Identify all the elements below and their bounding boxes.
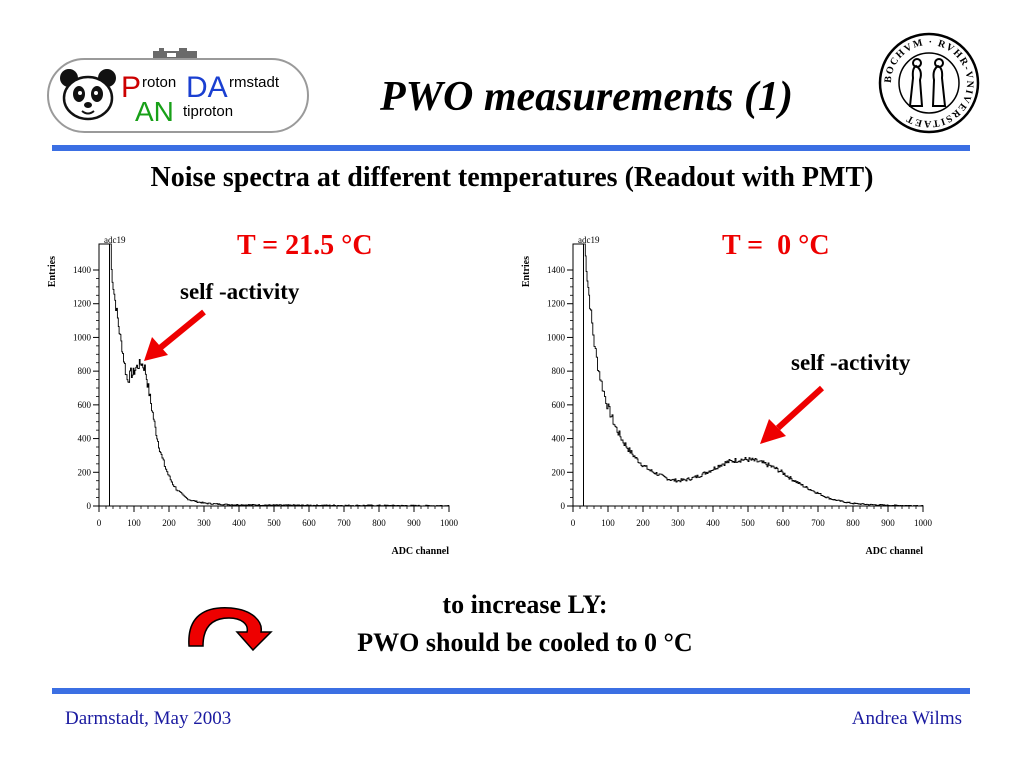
x-tick-label: 900: [407, 518, 421, 528]
x-tick-label: 600: [302, 518, 316, 528]
y-tick-label: 1400: [73, 265, 92, 275]
pedestal-peak: [98, 243, 110, 507]
x-tick-label: 0: [97, 518, 102, 528]
x-tick-label: 500: [267, 518, 281, 528]
chart-left: 0 200 400 600 800 1000 1200 1400 0 100 200 300 400 50…: [46, 230, 516, 565]
footer-divider: [52, 688, 970, 694]
y-tick-label: 200: [78, 467, 92, 477]
x-tick-label: 300: [671, 518, 685, 528]
x-tick-label: 500: [741, 518, 755, 528]
conclusion-line-2: PWO should be cooled to 0 °C: [357, 628, 693, 657]
x-tick-label: 600: [776, 518, 790, 528]
logo-tag-icon: [153, 48, 197, 62]
x-tick-label: 400: [706, 518, 720, 528]
x-tick-label: 300: [197, 518, 211, 528]
y-tick-label: 400: [78, 434, 92, 444]
x-tick-label: 200: [162, 518, 176, 528]
x-tick-label: 0: [571, 518, 576, 528]
temperature-label-right: T = 0 °C: [722, 230, 830, 261]
y-tick-label: 600: [78, 400, 92, 410]
y-axis-label: Entries: [47, 256, 58, 287]
y-tick-label: 1200: [73, 299, 92, 309]
logo-rmstadt: rmstadt: [229, 74, 280, 91]
callout-arrow-right-icon: [760, 385, 825, 444]
logo-roton: roton: [142, 74, 177, 91]
x-tick-label: 100: [601, 518, 615, 528]
y-tick-label: 1000: [73, 332, 92, 342]
x-tick-label: 200: [636, 518, 650, 528]
x-tick-label: 100: [127, 518, 141, 528]
y-tick-label: 0: [561, 501, 566, 511]
x-axis-label: ADC channel: [865, 546, 923, 557]
histogram-name: adc19: [104, 235, 126, 245]
y-tick-label: 1200: [547, 299, 566, 309]
y-tick-label: 800: [78, 366, 92, 376]
slide-subtitle: Noise spectra at different temperatures …: [150, 162, 874, 193]
x-tick-label: 800: [846, 518, 860, 528]
y-tick-label: 800: [552, 366, 566, 376]
x-tick-label: 700: [811, 518, 825, 528]
x-tick-label: 400: [232, 518, 246, 528]
y-tick-label: 1400: [547, 265, 566, 275]
logo-letter-p: P: [121, 71, 142, 104]
logo-letters-an: AN: [135, 96, 174, 127]
pedestal-peak: [572, 243, 584, 507]
y-tick-label: 0: [87, 501, 92, 511]
panda-logo: P roton DA rmstadt AN tiproton: [47, 58, 309, 133]
histogram-name: adc19: [578, 235, 600, 245]
callout-arrow-left-icon: [144, 309, 206, 361]
adc-histogram-right: 0 200 400 600 800 1000 1200 1400 0 100 200 300 400 50…: [521, 235, 933, 557]
header-divider: [52, 145, 970, 151]
x-tick-label: 1000: [440, 518, 459, 528]
conclusion-text: to increase LY: PWO should be cooled to …: [250, 586, 800, 662]
panda-icon: [57, 64, 119, 126]
x-tick-label: 700: [337, 518, 351, 528]
conclusion-line-1: to increase LY:: [442, 590, 608, 619]
curved-arrow-icon: [188, 607, 273, 652]
callout-label-right: self -activity: [791, 350, 911, 375]
y-tick-label: 600: [552, 400, 566, 410]
logo-tiproton: tiproton: [183, 103, 234, 120]
y-tick-label: 200: [552, 467, 566, 477]
x-tick-label: 800: [372, 518, 386, 528]
histogram-series-line: [584, 243, 924, 507]
x-tick-label: 900: [881, 518, 895, 528]
university-seal-icon: BOCHVM · RVHR-VNIVERSITAET: [878, 32, 980, 134]
y-tick-label: 400: [552, 434, 566, 444]
histogram-series-line: [110, 243, 450, 507]
x-tick-label: 1000: [914, 518, 933, 528]
chart-right: 0 200 400 600 800 1000 1200 1400 0 100 200 300 400 50…: [520, 230, 990, 565]
y-tick-label: 1000: [547, 332, 566, 342]
callout-label-left: self -activity: [180, 279, 300, 304]
temperature-label-left: T = 21.5 °C: [237, 230, 373, 261]
adc-histogram-left: 0 200 400 600 800 1000 1200 1400 0 100 200 300 400 50…: [47, 235, 459, 557]
x-axis-label: ADC channel: [391, 546, 449, 557]
slide-title: PWO measurements (1): [380, 74, 793, 120]
footer-author: Andrea Wilms: [851, 708, 962, 729]
y-axis-label: Entries: [521, 256, 532, 287]
footer-location-date: Darmstadt, May 2003: [65, 708, 232, 729]
logo-letters-da: DA: [186, 71, 228, 104]
